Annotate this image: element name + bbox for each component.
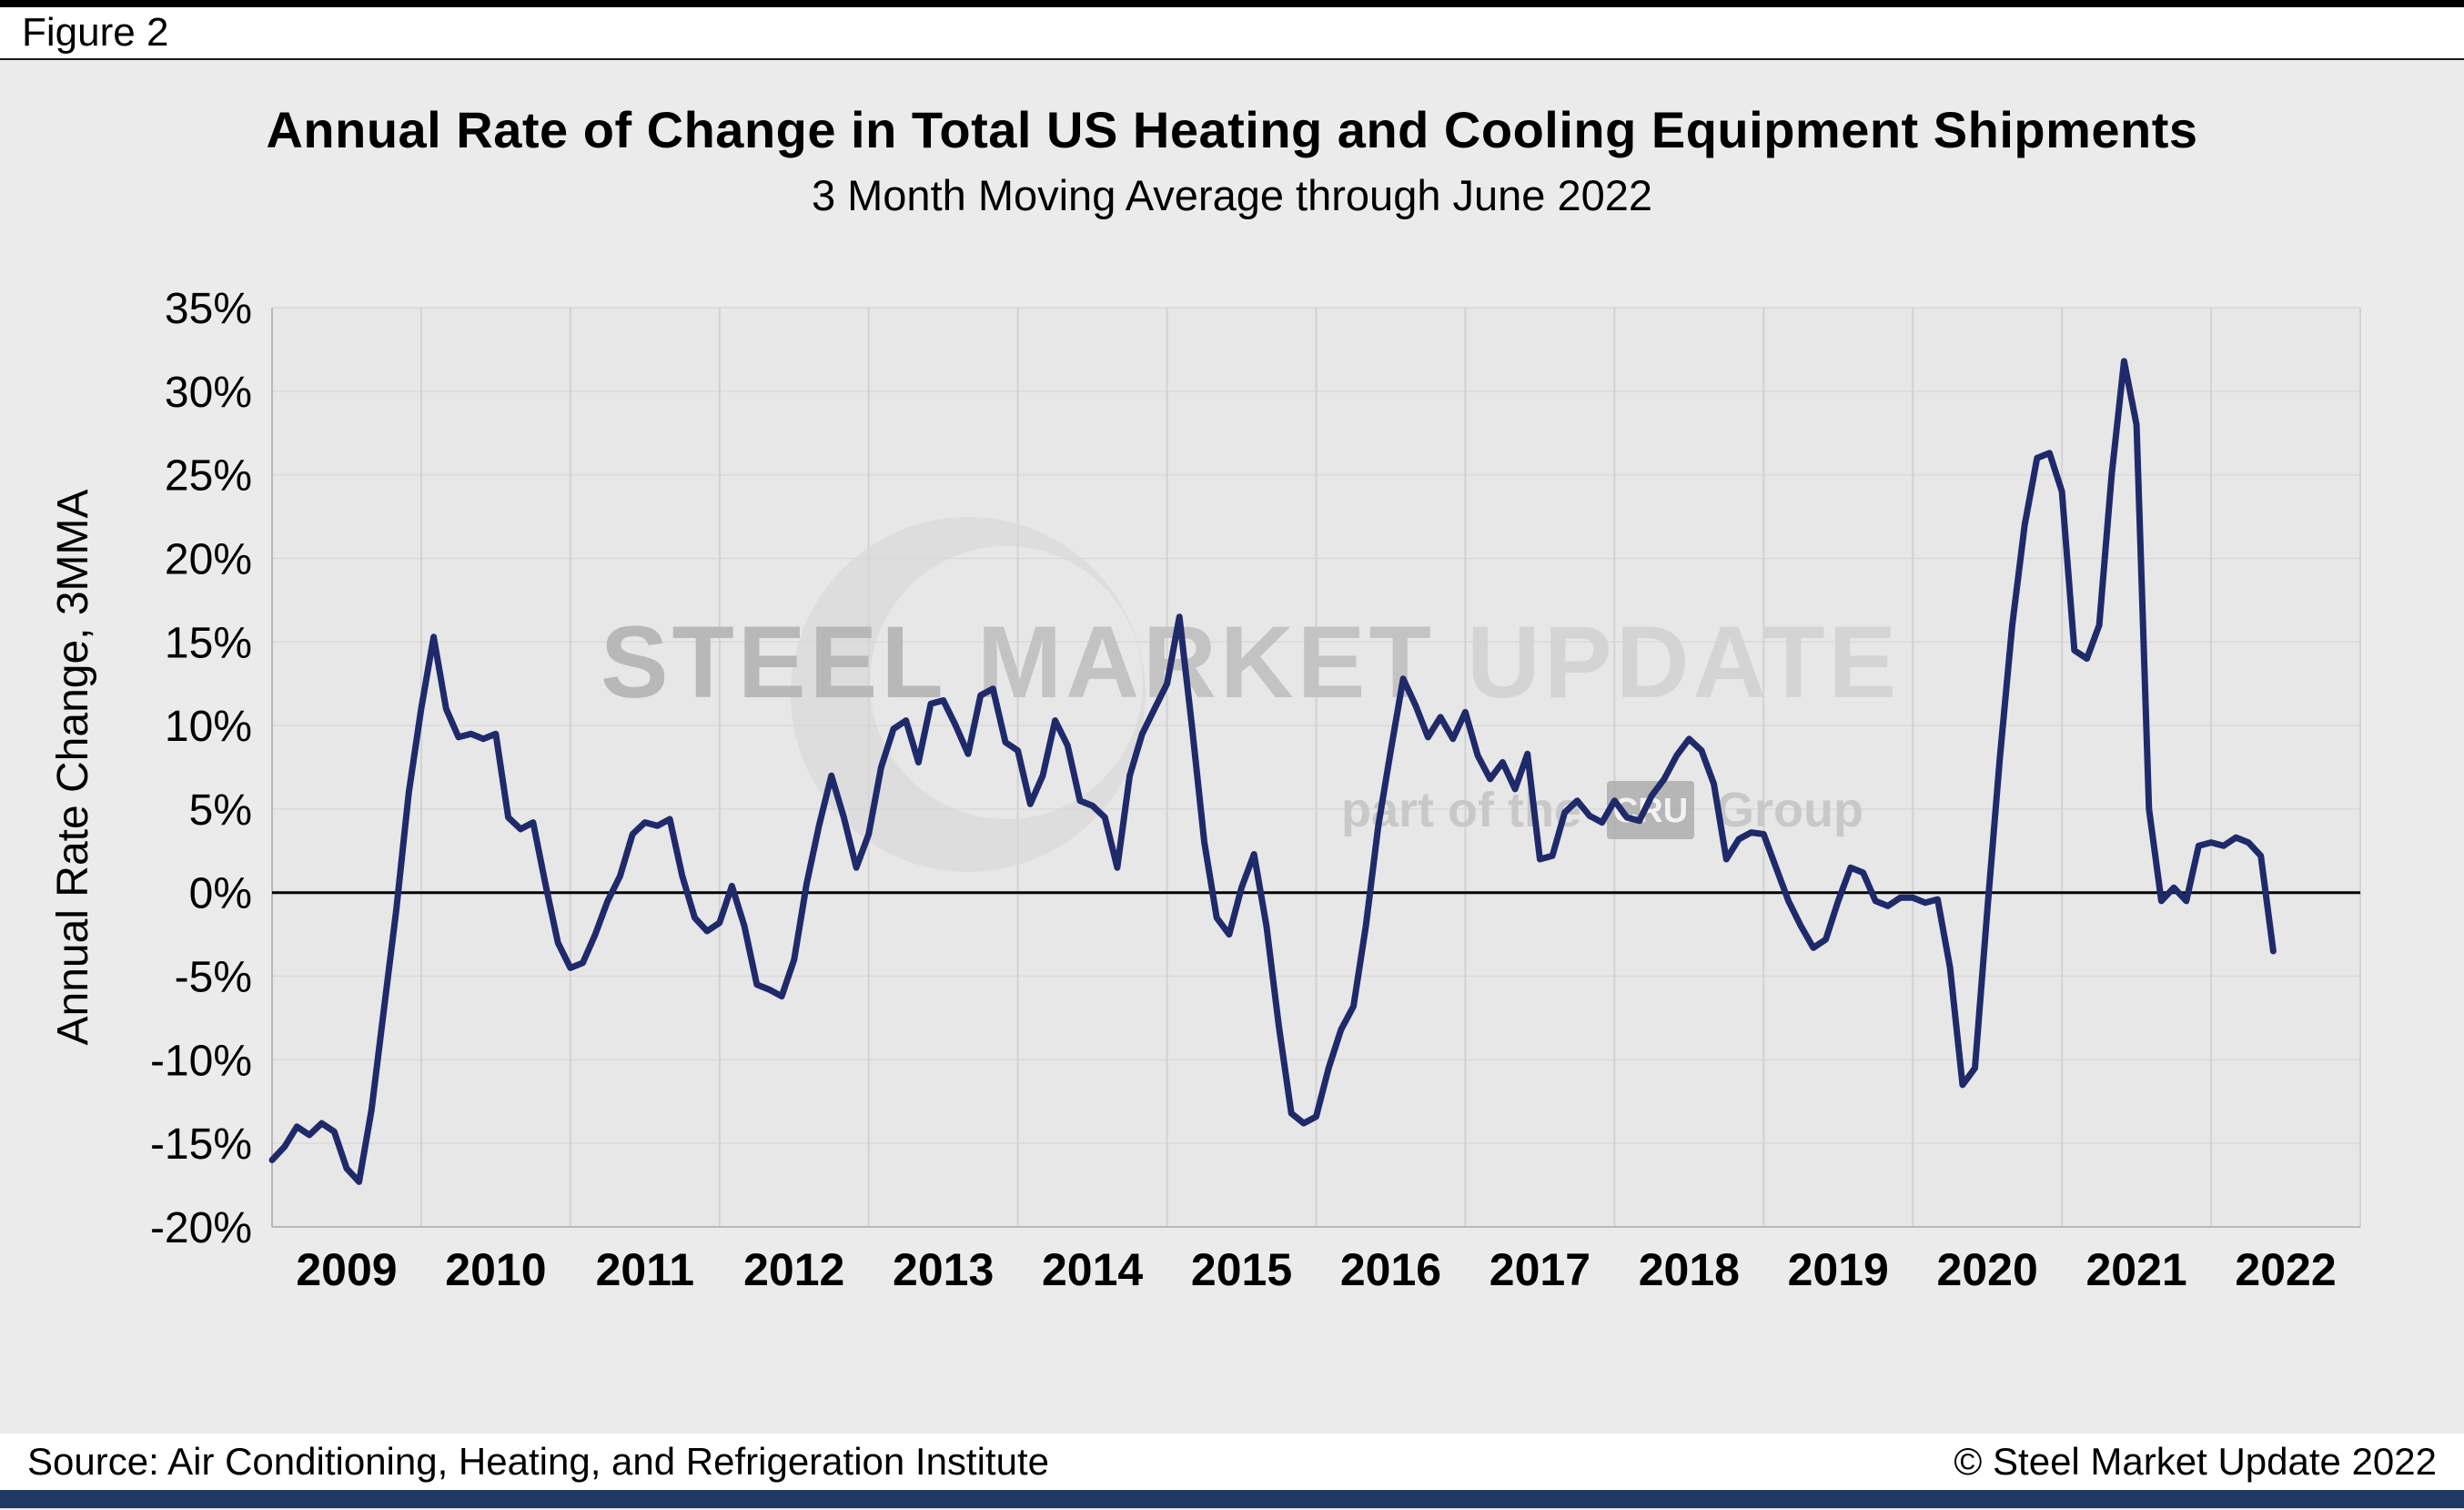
x-tick-labels: 2009 2010 2011 2012 2013 2014 2015 2016 2017 2018… xyxy=(296,1244,2336,1295)
x-tick-label: 2010 xyxy=(445,1244,546,1295)
footer: Source: Air Conditioning, Heating, and R… xyxy=(0,1434,2464,1490)
x-tick-label: 2017 xyxy=(1490,1244,1590,1295)
cru-logo-box xyxy=(1607,781,1694,839)
y-tick-label: 20% xyxy=(165,535,252,583)
chart-region: Annual Rate of Change in Total US Heatin… xyxy=(0,60,2464,1434)
x-tick-label: 2021 xyxy=(2085,1244,2186,1295)
x-tick-label: 2012 xyxy=(743,1244,844,1295)
chart-subtitle: 3 Month Moving Average through June 2022 xyxy=(811,171,1653,219)
watermark-tagline-suffix: Group xyxy=(1716,783,1863,837)
y-tick-label: 35% xyxy=(165,285,252,333)
x-tick-label: 2019 xyxy=(1788,1244,1889,1295)
x-tick-label: 2014 xyxy=(1042,1244,1143,1295)
figure-header: Figure 2 xyxy=(0,7,2464,60)
chart-title: Annual Rate of Change in Total US Heatin… xyxy=(266,101,2198,158)
chart-wrap: STEEL MARKET UPDATE part of the CRU Group 35… xyxy=(0,235,2464,1382)
x-tick-label: 2018 xyxy=(1639,1244,1740,1295)
x-tick-label: 2009 xyxy=(296,1244,397,1295)
x-tick-label: 2016 xyxy=(1340,1244,1441,1295)
x-tick-label: 2015 xyxy=(1191,1244,1292,1295)
y-tick-label: -20% xyxy=(150,1204,252,1252)
x-tick-label: 2011 xyxy=(596,1244,694,1295)
data-line xyxy=(268,358,2277,1185)
y-tick-label: 25% xyxy=(165,452,252,501)
y-tick-label: -5% xyxy=(175,954,252,1002)
y-tick-label: 5% xyxy=(189,786,252,835)
figure-label: Figure 2 xyxy=(22,10,169,55)
source-text: Source: Air Conditioning, Heating, and R… xyxy=(27,1440,1049,1483)
y-tick-label: 0% xyxy=(189,870,252,918)
vertical-gridlines xyxy=(271,308,2361,1227)
watermark-text: STEEL MARKET UPDATE xyxy=(601,605,1900,719)
y-axis-title: Annual Rate Change, 3MMA xyxy=(49,489,97,1045)
x-tick-label: 2022 xyxy=(2235,1244,2336,1295)
copyright-text: © Steel Market Update 2022 xyxy=(1954,1440,2437,1483)
y-tick-label: 30% xyxy=(165,369,252,417)
y-tick-label: 10% xyxy=(165,703,252,751)
y-tick-label: 15% xyxy=(165,619,252,667)
y-tick-label: -10% xyxy=(150,1037,252,1085)
y-tick-label: -15% xyxy=(150,1120,252,1169)
y-tick-labels: 35% 30% 25% 20% 15% 10% 5% 0% -5% -10% -15% -20% xyxy=(150,285,252,1252)
x-tick-label: 2013 xyxy=(893,1244,994,1295)
x-tick-label: 2020 xyxy=(1937,1244,2038,1295)
top-border xyxy=(0,0,2464,7)
bottom-accent-bar xyxy=(0,1490,2464,1508)
